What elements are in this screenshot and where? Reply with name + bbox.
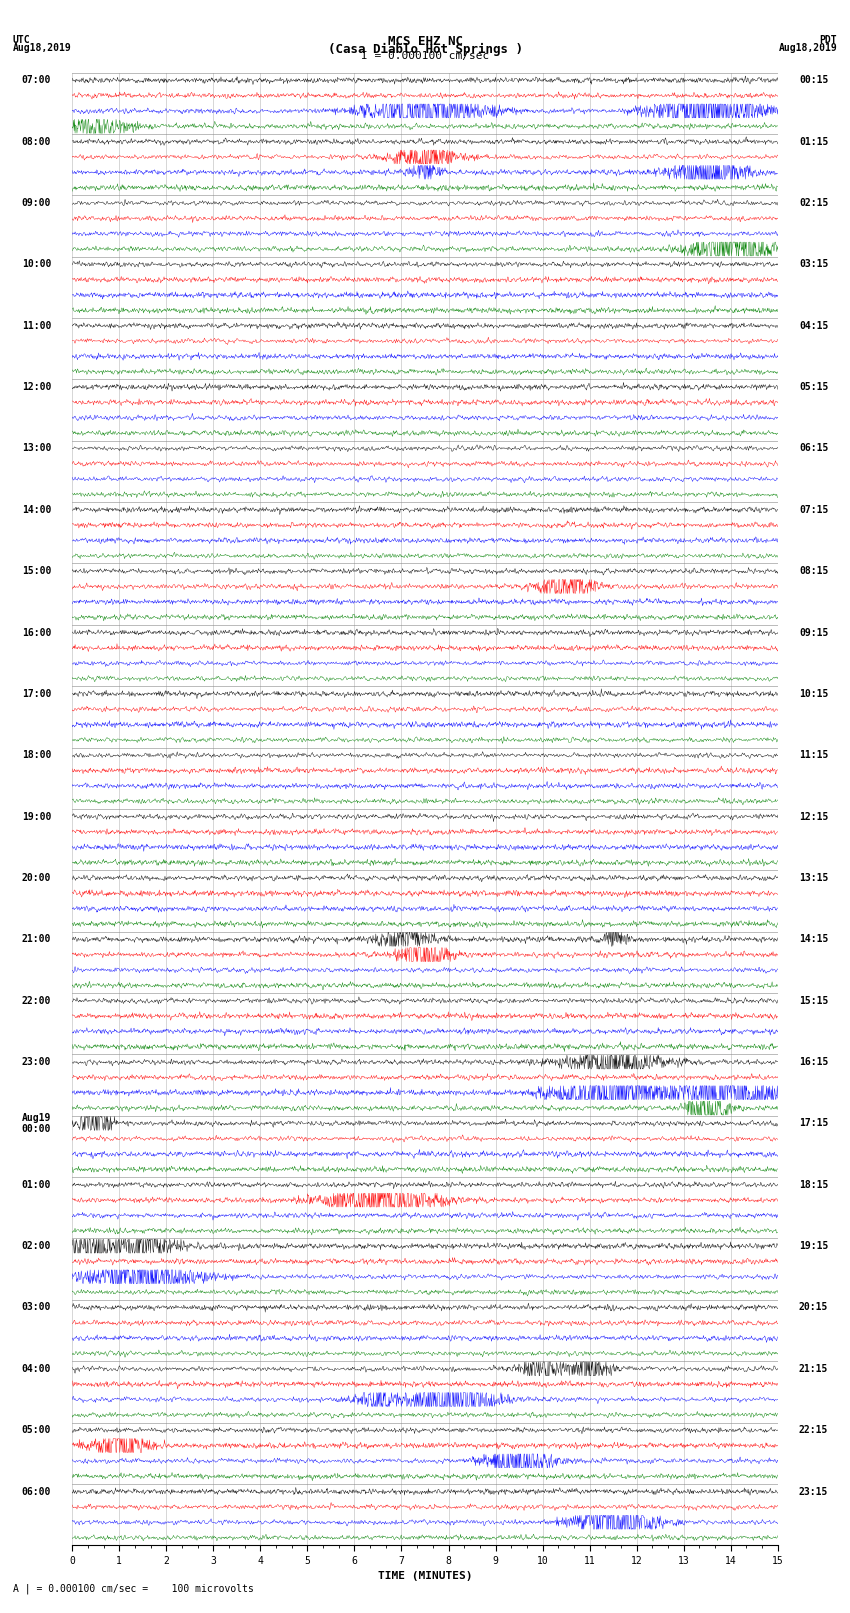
Text: 20:15: 20:15	[799, 1302, 828, 1313]
Text: (Casa Diablo Hot Springs ): (Casa Diablo Hot Springs )	[327, 44, 523, 56]
Text: 02:15: 02:15	[799, 198, 828, 208]
Text: 12:15: 12:15	[799, 811, 828, 821]
Text: 22:00: 22:00	[22, 995, 51, 1005]
Text: 18:00: 18:00	[22, 750, 51, 760]
Text: PDT: PDT	[819, 35, 837, 45]
Text: 06:00: 06:00	[22, 1487, 51, 1497]
Text: 17:00: 17:00	[22, 689, 51, 698]
Text: 03:00: 03:00	[22, 1302, 51, 1313]
Text: 18:15: 18:15	[799, 1179, 828, 1190]
Text: 05:00: 05:00	[22, 1426, 51, 1436]
Text: Aug19
00:00: Aug19 00:00	[22, 1113, 51, 1134]
Text: 04:00: 04:00	[22, 1365, 51, 1374]
Text: 21:15: 21:15	[799, 1365, 828, 1374]
Text: 09:15: 09:15	[799, 627, 828, 637]
Text: 14:00: 14:00	[22, 505, 51, 515]
Text: UTC: UTC	[13, 35, 31, 45]
Text: 15:15: 15:15	[799, 995, 828, 1005]
Text: 20:00: 20:00	[22, 873, 51, 882]
Text: 06:15: 06:15	[799, 444, 828, 453]
Text: 07:00: 07:00	[22, 76, 51, 85]
Text: 10:15: 10:15	[799, 689, 828, 698]
Text: 13:15: 13:15	[799, 873, 828, 882]
Text: 11:15: 11:15	[799, 750, 828, 760]
Text: Aug18,2019: Aug18,2019	[13, 44, 71, 53]
Text: 13:00: 13:00	[22, 444, 51, 453]
Text: 16:00: 16:00	[22, 627, 51, 637]
X-axis label: TIME (MINUTES): TIME (MINUTES)	[377, 1571, 473, 1581]
Text: 01:00: 01:00	[22, 1179, 51, 1190]
Text: Aug18,2019: Aug18,2019	[779, 44, 837, 53]
Text: 07:15: 07:15	[799, 505, 828, 515]
Text: 01:15: 01:15	[799, 137, 828, 147]
Text: 21:00: 21:00	[22, 934, 51, 944]
Text: I = 0.000100 cm/sec: I = 0.000100 cm/sec	[361, 50, 489, 61]
Text: 14:15: 14:15	[799, 934, 828, 944]
Text: 15:00: 15:00	[22, 566, 51, 576]
Text: 23:15: 23:15	[799, 1487, 828, 1497]
Text: 09:00: 09:00	[22, 198, 51, 208]
Text: 19:15: 19:15	[799, 1240, 828, 1252]
Text: MCS EHZ NC: MCS EHZ NC	[388, 35, 462, 48]
Text: 08:15: 08:15	[799, 566, 828, 576]
Text: 03:15: 03:15	[799, 260, 828, 269]
Text: 11:00: 11:00	[22, 321, 51, 331]
Text: 02:00: 02:00	[22, 1240, 51, 1252]
Text: 22:15: 22:15	[799, 1426, 828, 1436]
Text: 16:15: 16:15	[799, 1057, 828, 1068]
Text: 23:00: 23:00	[22, 1057, 51, 1068]
Text: 00:15: 00:15	[799, 76, 828, 85]
Text: 04:15: 04:15	[799, 321, 828, 331]
Text: 08:00: 08:00	[22, 137, 51, 147]
Text: 05:15: 05:15	[799, 382, 828, 392]
Text: 12:00: 12:00	[22, 382, 51, 392]
Text: 17:15: 17:15	[799, 1118, 828, 1129]
Text: 19:00: 19:00	[22, 811, 51, 821]
Text: A | = 0.000100 cm/sec =    100 microvolts: A | = 0.000100 cm/sec = 100 microvolts	[13, 1582, 253, 1594]
Text: 10:00: 10:00	[22, 260, 51, 269]
